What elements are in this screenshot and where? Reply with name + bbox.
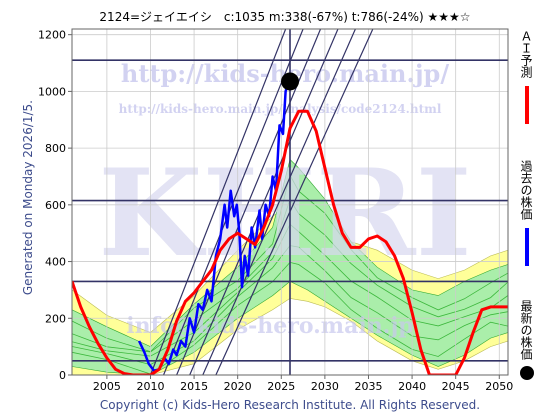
- copyright-footer: Copyright (c) Kids-Hero Research Institu…: [100, 398, 480, 412]
- x-tick-label: 2040: [398, 380, 426, 393]
- legend-latest-price: 最新の株価: [518, 300, 535, 380]
- y-tick-label: 400: [45, 256, 66, 269]
- trend-line: [189, 29, 339, 375]
- y-tick-label: 800: [45, 142, 66, 155]
- past-price-line: [137, 80, 290, 372]
- x-axis-ticks: 2005 2010 2015 2020 2025 2030 2035 2040 2045 2050: [93, 375, 513, 393]
- chart-title: 2124=ジェイエイシ c:1035 m:338(-67%) t:786(-24…: [99, 10, 470, 24]
- legend-past-price-swatch: [524, 228, 529, 266]
- y-tick-label: 1000: [38, 85, 66, 98]
- x-tick-label: 2025: [267, 380, 295, 393]
- axes: [71, 28, 509, 376]
- legend-past-price: 過去の株価: [518, 160, 535, 266]
- y-tick-label: 0: [59, 369, 66, 382]
- x-tick-label: 2020: [224, 380, 252, 393]
- y-tick-label: 600: [45, 199, 66, 212]
- band-line-3: [72, 223, 508, 357]
- x-tick-label: 2005: [93, 380, 121, 393]
- trend-line: [149, 29, 287, 375]
- watermark-url-sub: http://kids-hero.main.jp/analysis/code21…: [119, 102, 442, 116]
- legend-ai-forecast: ＡＩ予測: [518, 30, 535, 124]
- legend-latest-price-label: 最新の株価: [519, 300, 533, 360]
- x-tick-label: 2035: [354, 380, 382, 393]
- band-line-5: [72, 261, 508, 375]
- y-tick-label: 200: [45, 312, 66, 325]
- series: [72, 80, 508, 375]
- legend-ai-forecast-label: ＡＩ予測: [519, 30, 533, 78]
- watermark-big: KHRI: [98, 143, 472, 284]
- legend-past-price-label: 過去の株価: [519, 160, 533, 220]
- current-price-dot: [281, 72, 299, 91]
- x-tick-label: 2050: [485, 380, 513, 393]
- ai-forecast-line: [72, 109, 508, 375]
- y-tick-label: 1200: [38, 29, 66, 42]
- x-tick-label: 2045: [442, 380, 470, 393]
- legend-latest-price-dot: [519, 366, 534, 380]
- generated-date-label: Generated on Monday 2026/1/5.: [21, 100, 35, 296]
- x-tick-label: 2030: [311, 380, 339, 393]
- band-line-1: [72, 174, 508, 353]
- legend-ai-forecast-swatch: [524, 86, 529, 124]
- watermarks: KHRI http://kids-hero.main.jp/ http://ki…: [98, 59, 472, 339]
- x-tick-label: 2010: [136, 380, 164, 393]
- x-tick-label: 2015: [180, 380, 208, 393]
- trend-line: [202, 29, 356, 375]
- trend-line: [215, 29, 374, 375]
- y-axis-ticks: 0 200 400 600 800 1000 1200: [38, 29, 72, 382]
- current-marker: [281, 72, 299, 91]
